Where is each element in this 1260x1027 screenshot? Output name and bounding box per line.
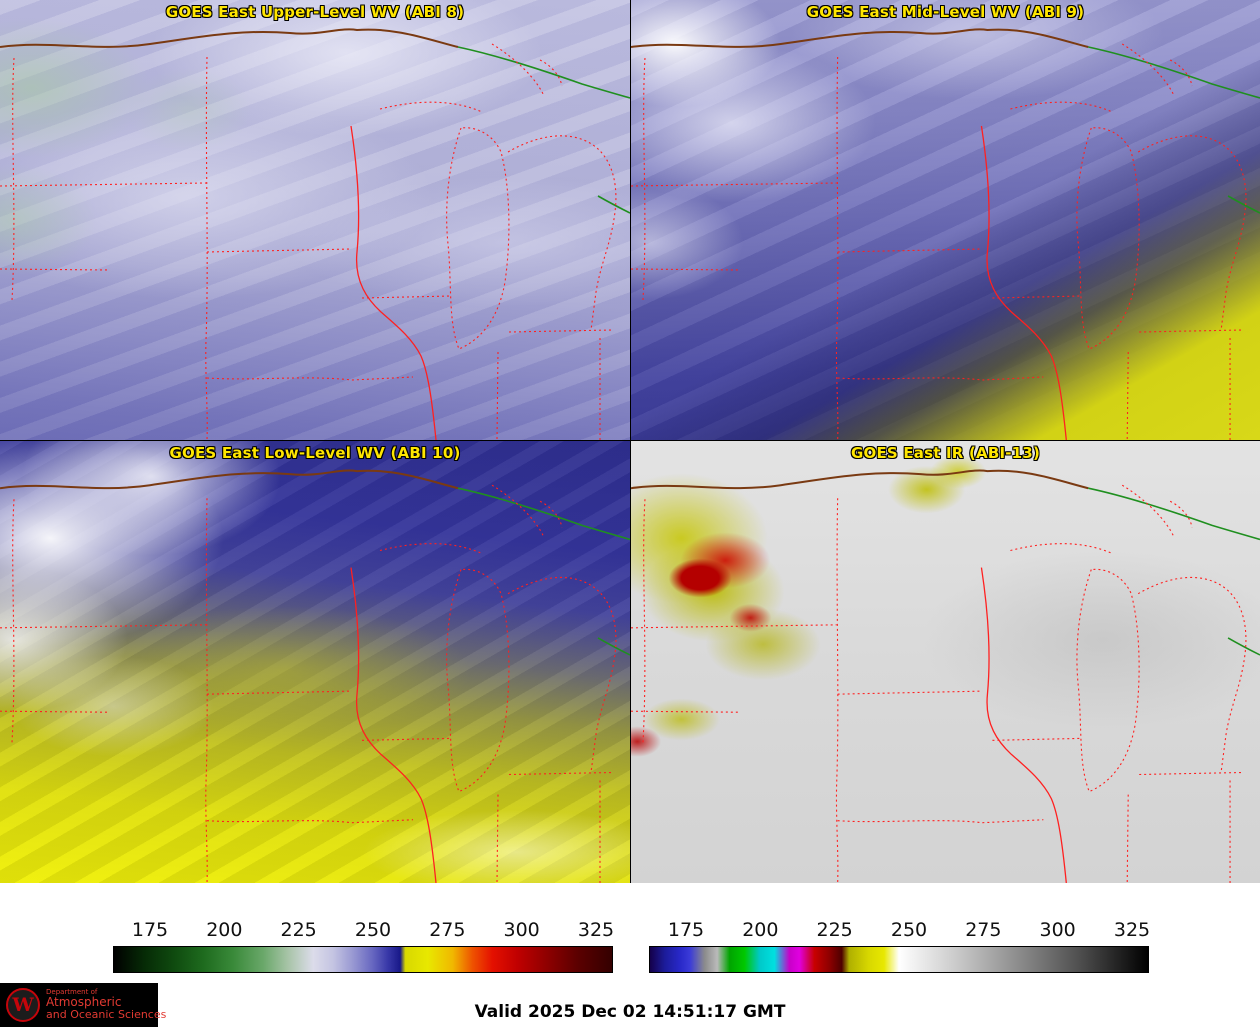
valid-time: Valid 2025 Dec 02 14:51:17 GMT [474, 1002, 786, 1022]
tick-label: 325 [577, 919, 615, 941]
panel-title-upper-wv: GOES East Upper-Level WV (ABI 8) [165, 3, 465, 21]
panel-title-low-wv: GOES East Low-Level WV (ABI 10) [169, 444, 461, 462]
wv-colorbar [113, 946, 613, 973]
logo-dept-line: Department of [46, 987, 98, 996]
tick-label: 225 [280, 919, 317, 941]
tick-label: 275 [429, 919, 466, 941]
crest-letter: W [12, 994, 34, 1016]
tick-label: 175 [131, 919, 169, 941]
state-borders-overlay [631, 469, 1260, 883]
tick-label: 225 [816, 919, 853, 941]
footer: 175 200 225 250 275 300 325 175 200 225 … [0, 883, 1260, 1027]
tick-label: 325 [1113, 919, 1151, 941]
panel-ir[interactable]: GOES East IR (ABI-13) [630, 440, 1260, 883]
logo-text: Department of Atmospheric and Oceanic Sc… [46, 987, 167, 1022]
tick-label: 250 [354, 919, 392, 941]
tick-label: 300 [503, 919, 540, 941]
ir-colorbar-ticks: 175 200 225 250 275 300 325 [649, 919, 1151, 943]
tick-label: 250 [890, 919, 928, 941]
state-borders-overlay [631, 28, 1260, 440]
tick-label: 275 [965, 919, 1002, 941]
panel-title-mid-wv: GOES East Mid-Level WV (ABI 9) [806, 3, 1085, 21]
logo-line-1: Atmospheric [46, 995, 122, 1010]
wv-colorbar-ticks: 175 200 225 250 275 300 325 [113, 919, 615, 943]
panel-mid-level-wv[interactable]: GOES East Mid-Level WV (ABI 9) [630, 0, 1260, 440]
satellite-quad-view: GOES East Upper-Level WV (ABI 8) GOES Ea… [0, 0, 1260, 883]
ir-colorbar [649, 946, 1149, 973]
panel-title-ir: GOES East IR (ABI-13) [850, 444, 1040, 462]
panel-low-level-wv[interactable]: GOES East Low-Level WV (ABI 10) [0, 440, 630, 883]
tick-label: 300 [1039, 919, 1076, 941]
aos-department-logo[interactable]: W Department of Atmospheric and Oceanic … [0, 983, 166, 1027]
tick-label: 200 [206, 919, 243, 941]
state-borders-overlay [0, 28, 630, 440]
tick-label: 175 [667, 919, 705, 941]
uw-crest-icon: W [6, 988, 40, 1022]
state-borders-overlay [0, 469, 630, 883]
logo-line-2: and Oceanic Sciences [46, 1008, 167, 1022]
tick-label: 200 [742, 919, 779, 941]
panel-upper-level-wv[interactable]: GOES East Upper-Level WV (ABI 8) [0, 0, 630, 440]
